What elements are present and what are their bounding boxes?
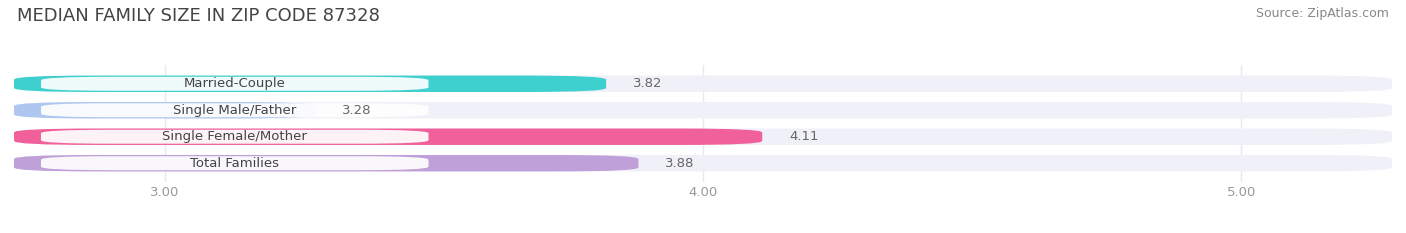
FancyBboxPatch shape (14, 155, 1392, 171)
Text: Single Female/Mother: Single Female/Mother (162, 130, 307, 143)
FancyBboxPatch shape (41, 130, 429, 144)
Text: 3.88: 3.88 (665, 157, 695, 170)
Text: Single Male/Father: Single Male/Father (173, 104, 297, 117)
Text: 4.11: 4.11 (789, 130, 818, 143)
FancyBboxPatch shape (14, 102, 1392, 118)
Text: 3.82: 3.82 (633, 77, 662, 90)
Text: Source: ZipAtlas.com: Source: ZipAtlas.com (1256, 7, 1389, 20)
FancyBboxPatch shape (14, 75, 1392, 92)
FancyBboxPatch shape (14, 155, 638, 171)
Text: Married-Couple: Married-Couple (184, 77, 285, 90)
FancyBboxPatch shape (41, 103, 429, 117)
Text: Total Families: Total Families (190, 157, 280, 170)
FancyBboxPatch shape (14, 75, 606, 92)
FancyBboxPatch shape (41, 156, 429, 170)
FancyBboxPatch shape (14, 129, 762, 145)
Text: 3.28: 3.28 (343, 104, 371, 117)
FancyBboxPatch shape (14, 129, 1392, 145)
FancyBboxPatch shape (41, 77, 429, 91)
FancyBboxPatch shape (14, 102, 315, 118)
Text: MEDIAN FAMILY SIZE IN ZIP CODE 87328: MEDIAN FAMILY SIZE IN ZIP CODE 87328 (17, 7, 380, 25)
